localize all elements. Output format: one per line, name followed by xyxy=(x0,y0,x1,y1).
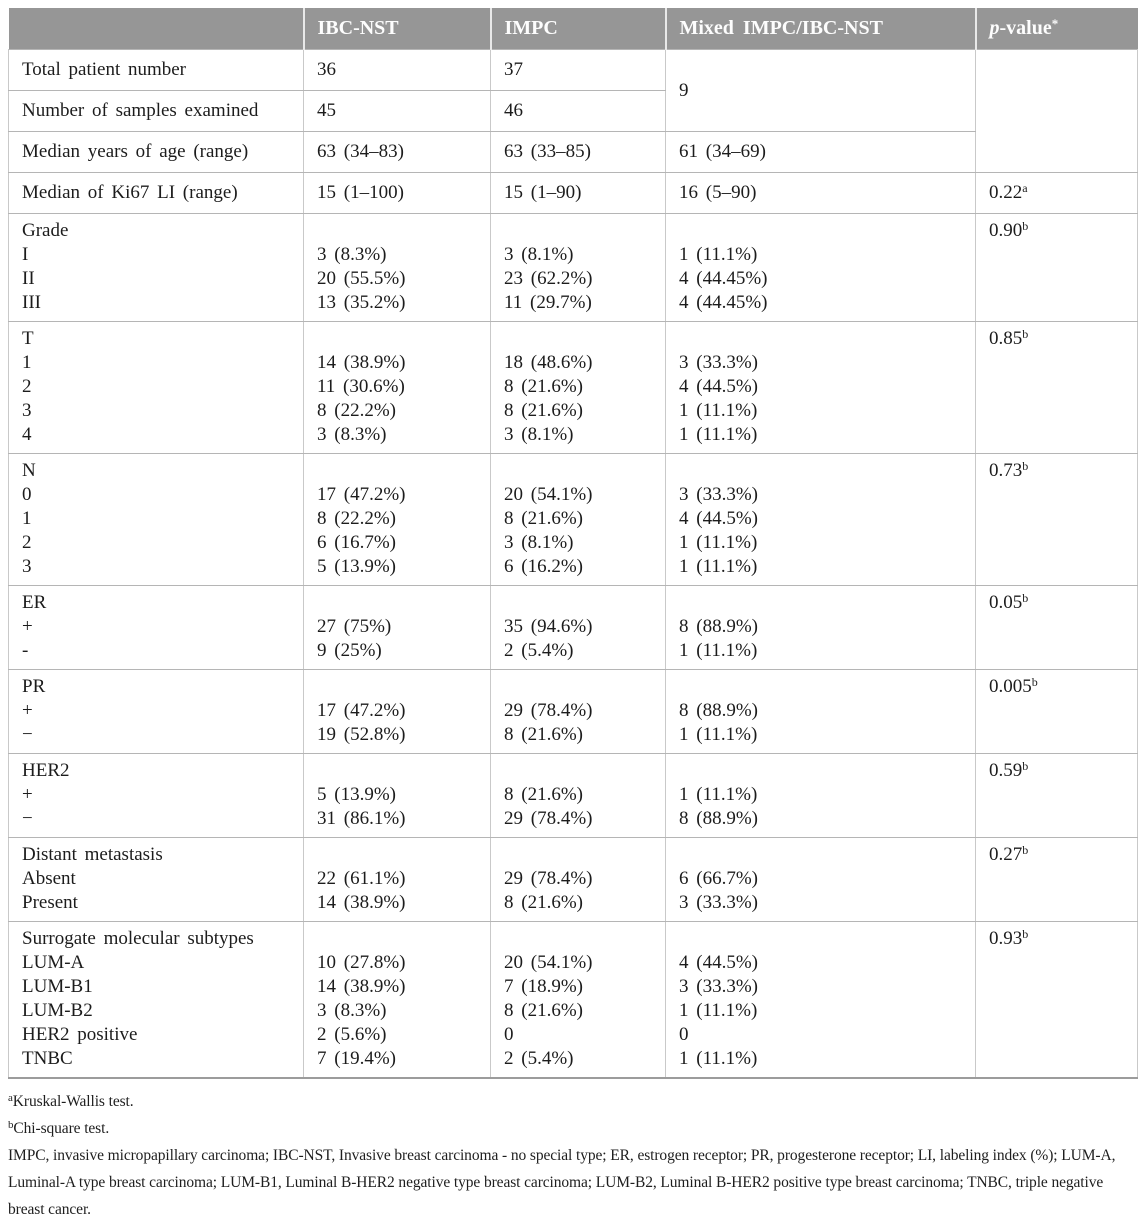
ibc-nst-cell: 63 (34–83) xyxy=(303,131,491,173)
row-label-cell: Surrogate molecular subtypes LUM-A LUM-B1 L… xyxy=(8,921,304,1079)
column-header-p-value: p-value* xyxy=(974,8,1138,50)
p-value-cell xyxy=(975,49,1138,173)
impc-cell: 63 (33–85) xyxy=(490,131,666,173)
footnote-kruskal-wallis: aKruskal-Wallis test. xyxy=(8,1088,1141,1115)
impc-cell: 3 (8.1%) 23 (62.2%) 11 (29.7%) xyxy=(490,213,666,322)
table-body: Total patient number 36 37 9 Number of sampl… xyxy=(8,49,1138,1079)
header-row: IBC-NST IMPC Mixed IMPC/IBC-NST p-value* xyxy=(8,8,1138,50)
footnote-marker-a: a xyxy=(8,1092,13,1104)
mixed-cell: 61 (34–69) xyxy=(665,131,976,173)
ibc-nst-cell: 27 (75%) 9 (25%) xyxy=(303,585,491,670)
footnote-text: IMPC, invasive micropapillary carcinoma;… xyxy=(8,1147,1116,1218)
table-header: IBC-NST IMPC Mixed IMPC/IBC-NST p-value* xyxy=(8,8,1138,50)
footnote-chi-square: bChi-square test. xyxy=(8,1115,1141,1142)
impc-cell: 29 (78.4%) 8 (21.6%) xyxy=(490,837,666,922)
mixed-cell: 3 (33.3%) 4 (44.5%) 1 (11.1%) 1 (11.1%) xyxy=(665,321,976,454)
impc-cell: 29 (78.4%) 8 (21.6%) xyxy=(490,669,666,754)
footnote-text: Chi-square test. xyxy=(13,1120,110,1137)
row-label-cell: HER2 + − xyxy=(8,753,304,838)
p-value-cell: 0.59b xyxy=(975,753,1138,838)
ibc-nst-cell: 22 (61.1%) 14 (38.9%) xyxy=(303,837,491,922)
mixed-cell: 3 (33.3%) 4 (44.5%) 1 (11.1%) 1 (11.1%) xyxy=(665,453,976,586)
table-row-number-of-samples-examined: Number of samples examined 45 46 xyxy=(8,90,1138,132)
row-label-cell: PR + − xyxy=(8,669,304,754)
p-value-cell: 0.90b xyxy=(975,213,1138,322)
mixed-cell: 8 (88.9%) 1 (11.1%) xyxy=(665,669,976,754)
impc-cell: 20 (54.1%) 8 (21.6%) 3 (8.1%) 6 (16.2%) xyxy=(490,453,666,586)
impc-cell: 8 (21.6%) 29 (78.4%) xyxy=(490,753,666,838)
p-value-cell: 0.73b xyxy=(975,453,1138,586)
mixed-cell: 6 (66.7%) 3 (33.3%) xyxy=(665,837,976,922)
table-row-total-patient-number: Total patient number 36 37 9 xyxy=(8,49,1138,173)
p-value-cell: 0.27b xyxy=(975,837,1138,922)
table-row-er-status: ER + - 27 (75%) 9 (25%) 35 (94.6%) 2 (5.4%) … xyxy=(8,585,1138,670)
p-value-cell: 0.85b xyxy=(975,321,1138,454)
table-row-her2-status: HER2 + − 5 (13.9%) 31 (86.1%) 8 (21.6%) 29 (… xyxy=(8,753,1138,838)
mixed-cell: 4 (44.5%) 3 (33.3%) 1 (11.1%) 0 1 (11.1%) xyxy=(665,921,976,1079)
ibc-nst-cell: 17 (47.2%) 19 (52.8%) xyxy=(303,669,491,754)
mixed-cell: 1 (11.1%) 4 (44.45%) 4 (44.45%) xyxy=(665,213,976,322)
impc-cell: 46 xyxy=(490,90,666,132)
column-header-ibc-nst: IBC-NST xyxy=(302,8,491,50)
impc-cell: 15 (1–90) xyxy=(490,172,666,214)
impc-cell: 18 (48.6%) 8 (21.6%) 8 (21.6%) 3 (8.1%) xyxy=(490,321,666,454)
row-label-cell: Total patient number xyxy=(8,49,304,91)
row-label-cell: Distant metastasis Absent Present xyxy=(8,837,304,922)
table-footnotes: aKruskal-Wallis test. bChi-square test. … xyxy=(8,1088,1141,1223)
ibc-nst-cell: 45 xyxy=(303,90,491,132)
mixed-cell: 8 (88.9%) 1 (11.1%) xyxy=(665,585,976,670)
row-label-cell: Median of Ki67 LI (range) xyxy=(8,172,304,214)
p-value-cell: 0.05b xyxy=(975,585,1138,670)
mixed-cell: 16 (5–90) xyxy=(665,172,976,214)
ibc-nst-cell: 36 xyxy=(303,49,491,91)
impc-cell: 35 (94.6%) 2 (5.4%) xyxy=(490,585,666,670)
p-value-cell: 0.005b xyxy=(975,669,1138,754)
ibc-nst-cell: 14 (38.9%) 11 (30.6%) 8 (22.2%) 3 (8.3%) xyxy=(303,321,491,454)
row-label-cell: Grade I II III xyxy=(8,213,304,322)
row-label-cell: Number of samples examined xyxy=(8,90,304,132)
table-row-grade: Grade I II III 3 (8.3%) 20 (55.5%) 13 (35.2%)… xyxy=(8,213,1138,322)
impc-cell: 20 (54.1%) 7 (18.9%) 8 (21.6%) 0 2 (5.4%) xyxy=(490,921,666,1079)
footnote-text: Kruskal-Wallis test. xyxy=(12,1093,134,1110)
ibc-nst-cell: 10 (27.8%) 14 (38.9%) 3 (8.3%) 2 (5.6%) 7 (1… xyxy=(303,921,491,1079)
table-row-surrogate-molecular-subtypes: Surrogate molecular subtypes LUM-A LUM-B1 L… xyxy=(8,921,1138,1079)
ibc-nst-cell: 5 (13.9%) 31 (86.1%) xyxy=(303,753,491,838)
mixed-cell: 1 (11.1%) 8 (88.9%) xyxy=(665,753,976,838)
impc-cell: 37 xyxy=(490,49,666,91)
column-header-row-label xyxy=(8,8,304,50)
row-label-cell: ER + - xyxy=(8,585,304,670)
ibc-nst-cell: 17 (47.2%) 8 (22.2%) 6 (16.7%) 5 (13.9%) xyxy=(303,453,491,586)
table-row-median-ki67-li: Median of Ki67 LI (range) 15 (1–100) 15 (1… xyxy=(8,172,1138,214)
row-label-cell: Median years of age (range) xyxy=(8,131,304,173)
p-value-cell: 0.93b xyxy=(975,921,1138,1079)
footnote-marker-b: b xyxy=(8,1119,14,1131)
table-row-pr-status: PR + − 17 (47.2%) 19 (52.8%) 29 (78.4%) 8 (2… xyxy=(8,669,1138,754)
p-value-cell: 0.22a xyxy=(975,172,1138,214)
table-row-distant-metastasis: Distant metastasis Absent Present 22 (61.1… xyxy=(8,837,1138,922)
ibc-nst-cell: 15 (1–100) xyxy=(303,172,491,214)
table-row-median-years-of-age: Median years of age (range) 63 (34–83) 63 … xyxy=(8,131,1138,173)
footnote-abbreviations: IMPC, invasive micropapillary carcinoma;… xyxy=(8,1142,1141,1223)
column-header-mixed: Mixed IMPC/IBC-NST xyxy=(664,8,976,50)
mixed-cell: 9 xyxy=(665,49,976,132)
column-header-impc: IMPC xyxy=(489,8,666,50)
patient-characteristics-table: IBC-NST IMPC Mixed IMPC/IBC-NST p-value* To… xyxy=(8,8,1138,1079)
ibc-nst-cell: 3 (8.3%) 20 (55.5%) 13 (35.2%) xyxy=(303,213,491,322)
